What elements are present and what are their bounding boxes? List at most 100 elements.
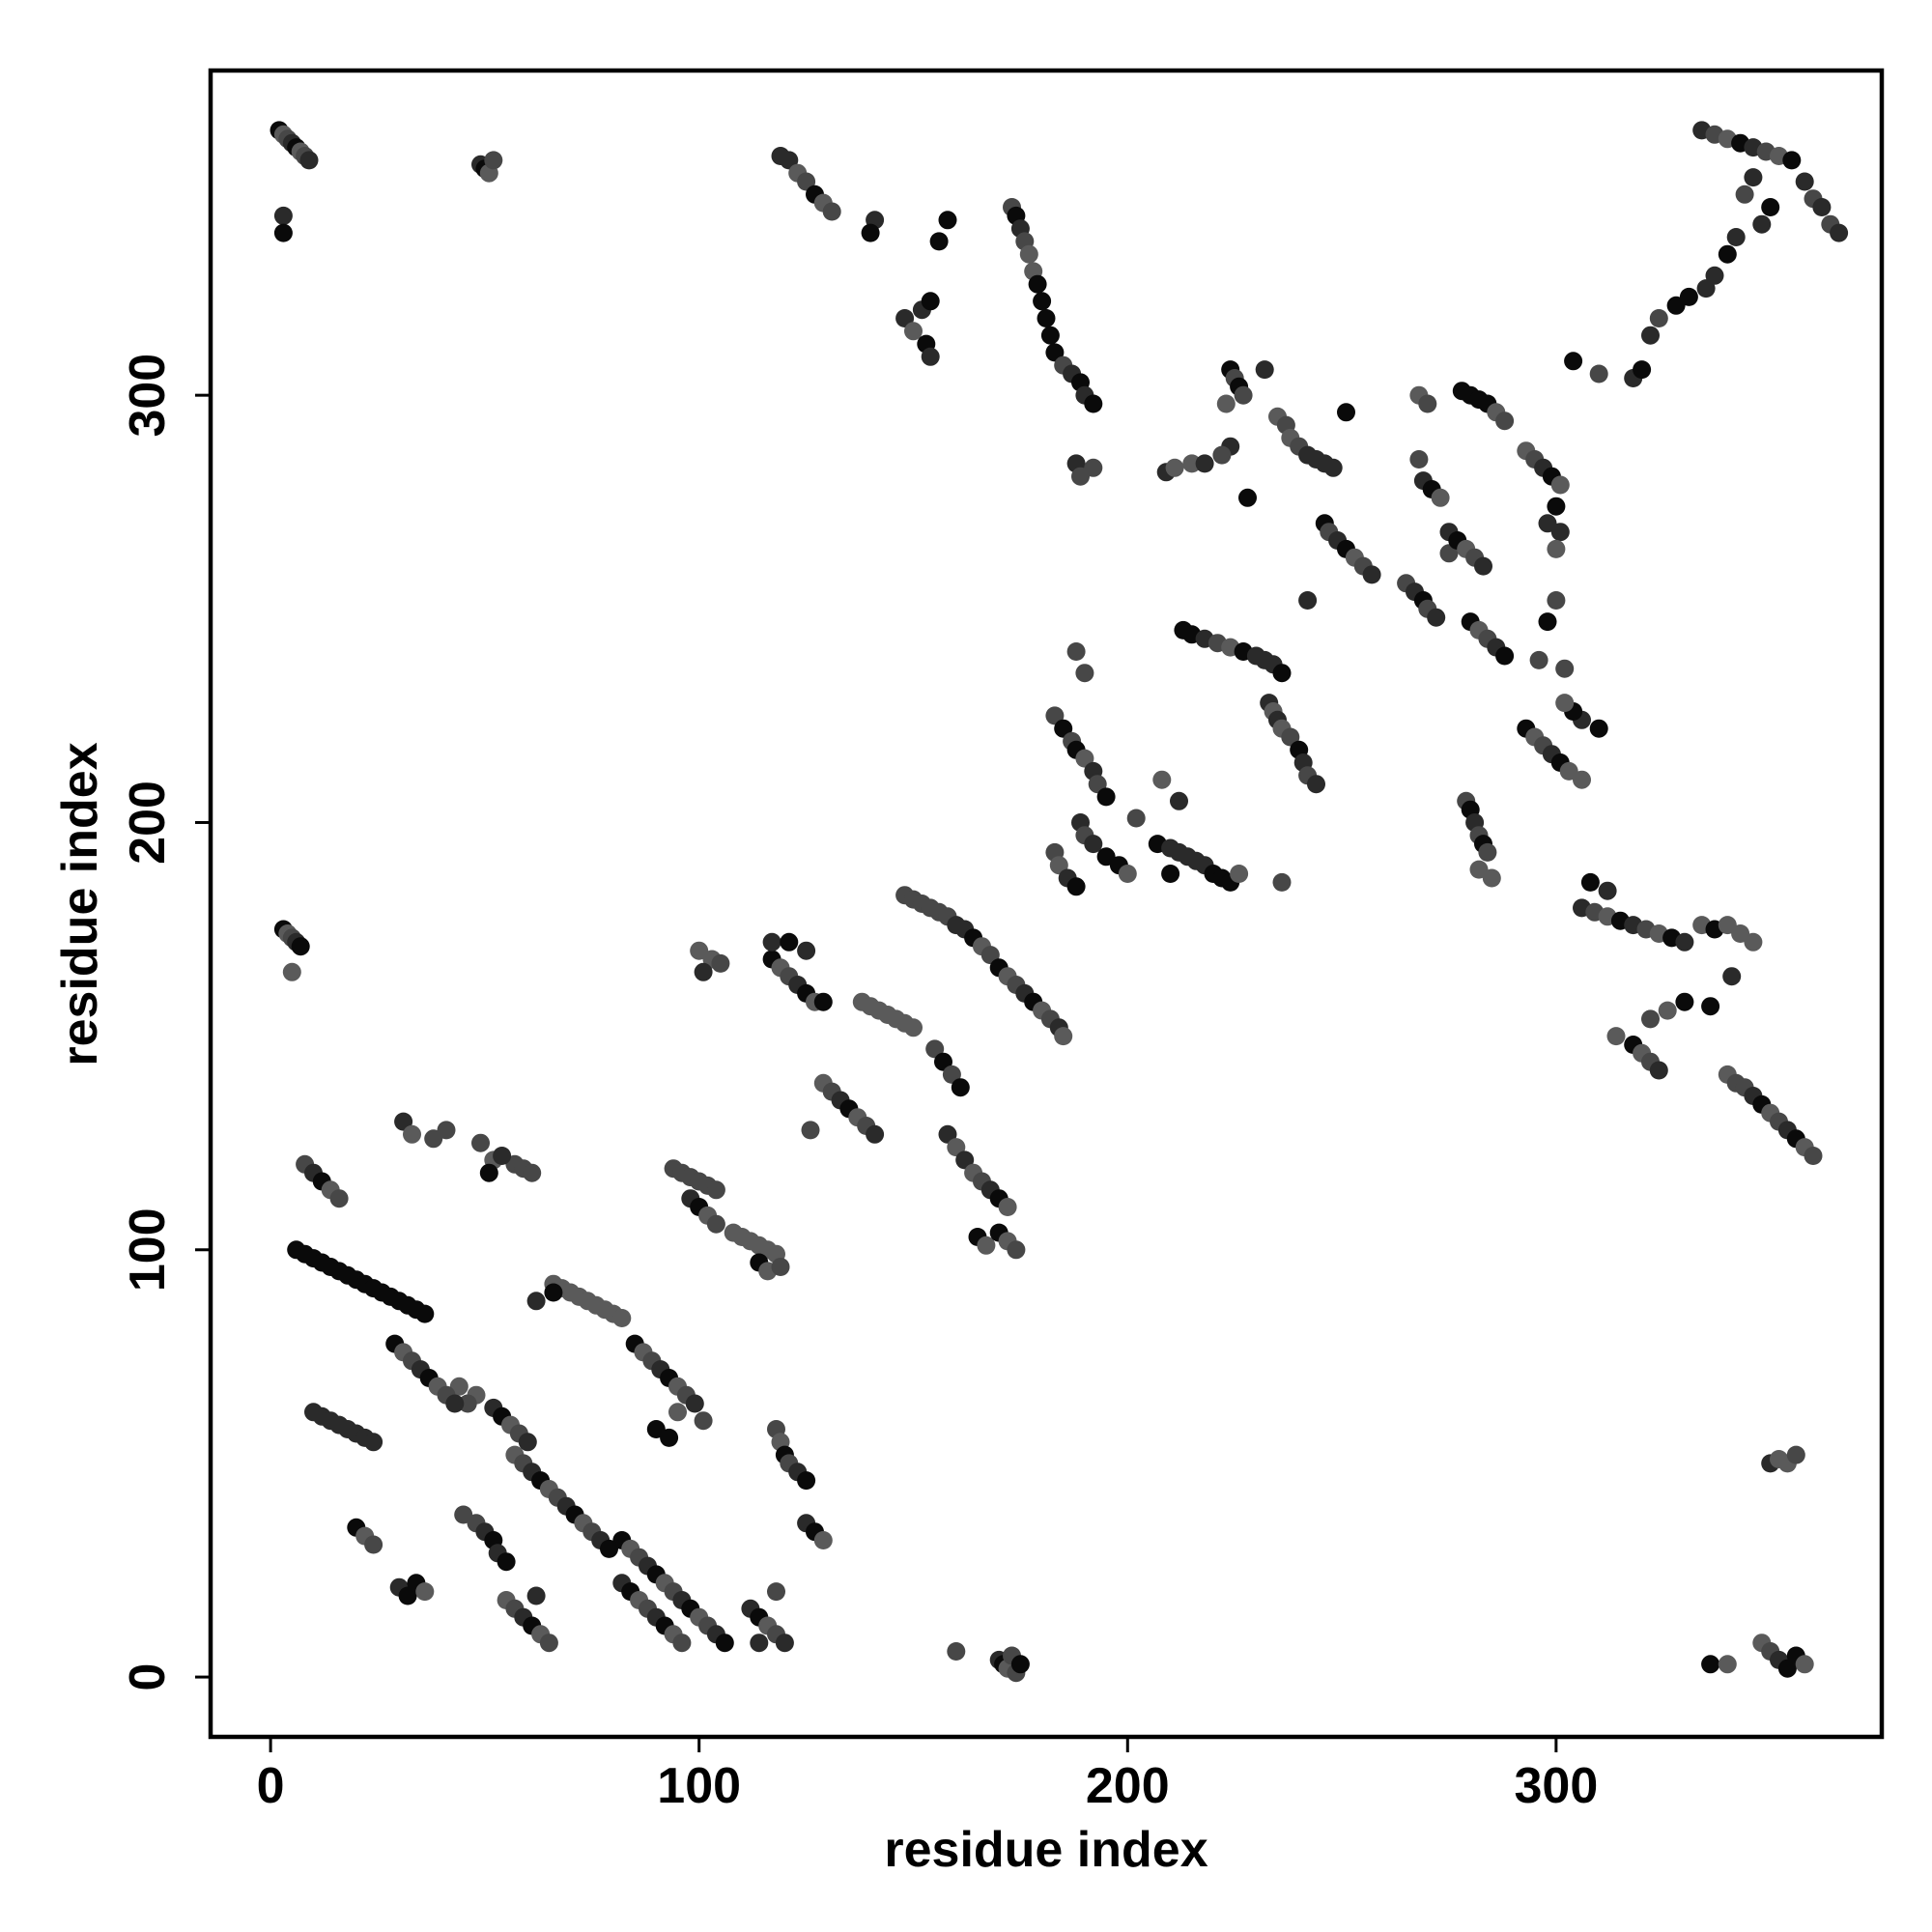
data-point [1666, 296, 1686, 315]
data-point [299, 151, 319, 170]
data-point [424, 1129, 443, 1149]
data-point [866, 1124, 885, 1144]
data-point [1782, 151, 1802, 170]
points-layer [270, 121, 1849, 1683]
data-point [1084, 835, 1103, 854]
data-point [1054, 1027, 1073, 1046]
data-point [1033, 292, 1052, 311]
data-point [1255, 360, 1274, 380]
data-point [415, 1304, 435, 1323]
data-point [1212, 445, 1232, 465]
data-point [1075, 749, 1094, 768]
data-point [1431, 488, 1450, 507]
data-point [1478, 842, 1497, 862]
data-point [938, 211, 957, 230]
data-point [822, 202, 841, 221]
data-point [715, 1634, 734, 1653]
data-point [273, 223, 293, 242]
data-point [1307, 775, 1325, 794]
data-point [780, 151, 799, 170]
data-point [484, 151, 503, 170]
data-point [1084, 394, 1103, 413]
data-point [479, 1163, 498, 1182]
data-point [780, 932, 799, 952]
data-point [445, 1394, 465, 1413]
data-point [1675, 932, 1694, 952]
data-point [1495, 412, 1515, 431]
data-point [1744, 932, 1763, 952]
data-point [685, 1394, 704, 1413]
data-point [955, 1151, 975, 1170]
data-point [861, 223, 880, 242]
x-tick-label: 100 [657, 1758, 741, 1814]
data-point [921, 292, 940, 311]
data-point [1726, 228, 1746, 246]
data-point [646, 1420, 666, 1438]
data-point [771, 1258, 790, 1276]
data-point [1007, 1240, 1026, 1260]
data-point [415, 1582, 435, 1602]
data-point [526, 1586, 546, 1605]
data-point [1170, 791, 1188, 810]
data-point [1564, 352, 1583, 371]
data-point [706, 1214, 725, 1234]
data-point [1830, 223, 1849, 242]
y-tick-label: 300 [120, 354, 176, 438]
data-point [1118, 865, 1137, 883]
data-point [1795, 172, 1814, 191]
data-point [797, 172, 816, 191]
data-point [364, 1433, 384, 1452]
data-point [1752, 214, 1772, 234]
data-point [942, 1065, 961, 1084]
data-point [403, 1124, 421, 1144]
data-point [1606, 1027, 1626, 1046]
data-point [1272, 664, 1292, 683]
data-point [437, 1121, 456, 1140]
data-point [539, 1634, 558, 1653]
y-axis-title: residue index [52, 742, 108, 1065]
data-point [929, 232, 949, 251]
data-point [1075, 664, 1094, 683]
data-point [1298, 591, 1318, 610]
data-point [672, 1634, 692, 1653]
data-point [750, 1634, 769, 1653]
data-point [1165, 458, 1184, 477]
data-point [797, 1471, 816, 1491]
data-point [600, 1539, 618, 1558]
data-point [1696, 279, 1716, 298]
data-point [273, 206, 293, 225]
data-point [1337, 403, 1355, 422]
data-point [1230, 865, 1249, 883]
data-point [895, 309, 915, 327]
x-tick-label: 200 [1086, 1758, 1170, 1814]
y-tick-label: 200 [120, 781, 176, 865]
data-point [1028, 274, 1047, 294]
data-point [364, 1535, 384, 1554]
data-point [921, 347, 940, 366]
data-point [1641, 1009, 1660, 1029]
data-point [329, 1189, 349, 1208]
y-tick-label: 0 [120, 1663, 176, 1691]
data-point [1049, 856, 1068, 875]
data-point [1272, 872, 1292, 892]
data-point [1096, 787, 1116, 807]
data-point [904, 1018, 923, 1037]
x-axis-title: residue index [884, 1822, 1208, 1878]
data-point [1589, 719, 1608, 738]
data-point [523, 1163, 542, 1182]
data-point [1675, 992, 1694, 1011]
data-point [1547, 591, 1566, 610]
data-point [1786, 1445, 1805, 1464]
data-point [1482, 868, 1501, 888]
data-point [1555, 659, 1575, 678]
data-point [1010, 1655, 1030, 1674]
data-point [1641, 326, 1660, 345]
plot-frame [208, 68, 1885, 1740]
data-point [1084, 458, 1103, 477]
data-point [1238, 488, 1257, 507]
data-point [1362, 565, 1381, 584]
data-point [813, 1531, 833, 1549]
data-point [1066, 877, 1086, 896]
data-point [1195, 454, 1214, 473]
